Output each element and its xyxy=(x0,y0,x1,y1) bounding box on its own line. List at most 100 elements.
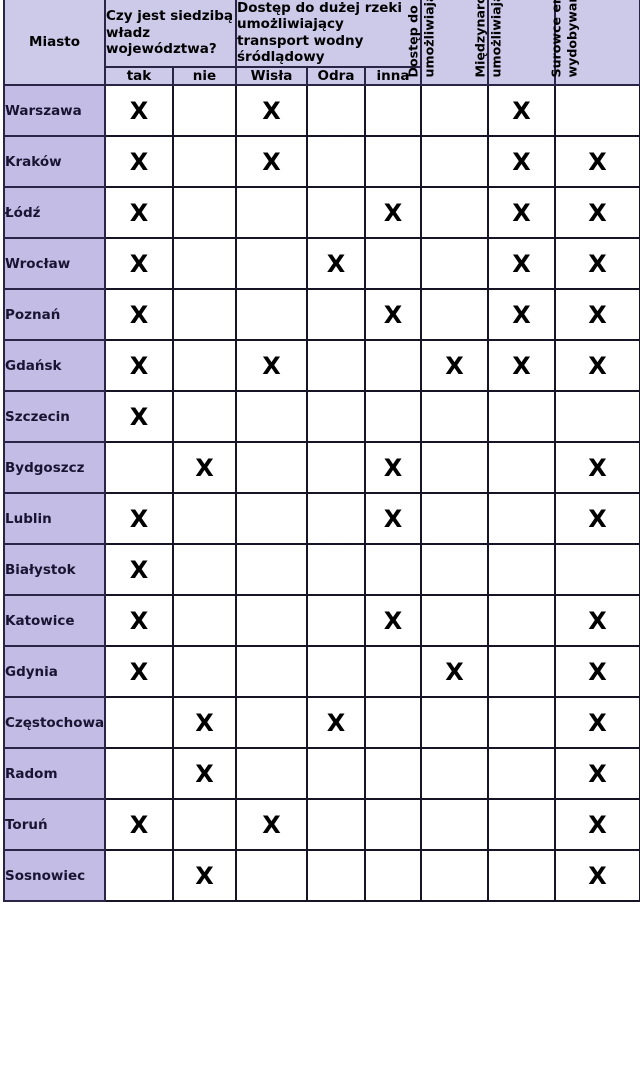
cell-inna: X xyxy=(363,492,423,546)
check-mark-x: X xyxy=(129,300,149,329)
check-mark-x: X xyxy=(195,861,214,890)
check-mark-x: X xyxy=(129,402,149,431)
check-mark-x: X xyxy=(383,606,403,635)
cell-inna xyxy=(363,237,423,291)
cell-nie xyxy=(172,492,237,546)
cell-inna xyxy=(363,849,423,903)
cell-morze xyxy=(420,288,490,342)
check-mark-x: X xyxy=(129,96,149,125)
cell-nie xyxy=(172,798,237,852)
cell-Odra xyxy=(306,84,366,138)
check-mark-x: X xyxy=(129,351,149,380)
cell-lotnisko: X xyxy=(487,237,557,291)
cell-tak xyxy=(104,849,174,903)
cell-tak: X xyxy=(104,390,174,444)
cell-morze xyxy=(420,492,490,546)
table-row: Gdańsk X X X X X xyxy=(3,339,640,393)
check-mark-x: X xyxy=(262,351,281,380)
cell-inna xyxy=(363,135,423,189)
cell-morze xyxy=(420,798,490,852)
cell-lotnisko xyxy=(487,849,557,903)
cell-Odra xyxy=(306,849,366,903)
cell-surowce: X xyxy=(554,339,640,393)
cell-Odra: X xyxy=(306,696,366,750)
cell-Odra xyxy=(306,390,366,444)
check-mark-x: X xyxy=(588,708,607,737)
cell-lotnisko: X xyxy=(487,135,557,189)
column-header-surowce: Surowce energetyczne lub rudy metali wyd… xyxy=(548,0,640,87)
check-mark-x: X xyxy=(262,96,281,125)
table-row: Gdynia X X X xyxy=(3,645,640,699)
table-row: Radom X X xyxy=(3,747,640,801)
column-header-wisla: Wisła xyxy=(235,65,308,87)
cell-surowce: X xyxy=(554,135,640,189)
row-label-city: Gdynia xyxy=(3,645,106,699)
row-label-city: Szczecin xyxy=(3,390,106,444)
cell-nie xyxy=(172,645,237,699)
city-features-table: Miasto Czy jest siedzibą władz województ… xyxy=(3,0,640,903)
check-mark-x: X xyxy=(588,810,607,839)
table-row: Szczecin X xyxy=(3,390,640,444)
check-mark-x: X xyxy=(512,198,531,227)
column-header-port-lotniczy: Międzynarodowy port lotniczy umożliwiają… xyxy=(472,0,557,87)
row-label-city: Wrocław xyxy=(3,237,106,291)
cell-surowce: X xyxy=(554,492,640,546)
cell-morze xyxy=(420,747,490,801)
check-mark-x: X xyxy=(512,300,531,329)
cell-surowce: X xyxy=(554,849,640,903)
cell-lotnisko xyxy=(487,696,557,750)
column-header-morze-baltyckie: Dostęp do Morza Bałtyckiego umożliwiając… xyxy=(405,0,490,87)
table-row: Katowice X X X xyxy=(3,594,640,648)
check-mark-x: X xyxy=(129,147,149,176)
cell-surowce xyxy=(554,84,640,138)
row-label-city: Białystok xyxy=(3,543,106,597)
table-row: Bydgoszcz X X X xyxy=(3,441,640,495)
cell-surowce xyxy=(554,543,640,597)
check-mark-x: X xyxy=(588,759,607,788)
check-mark-x: X xyxy=(445,657,464,686)
row-label-city: Lublin xyxy=(3,492,106,546)
check-mark-x: X xyxy=(195,453,214,482)
row-label-city: Radom xyxy=(3,747,106,801)
cell-inna xyxy=(363,747,423,801)
cell-surowce: X xyxy=(554,237,640,291)
cell-nie xyxy=(172,390,237,444)
cell-tak: X xyxy=(104,288,174,342)
check-mark-x: X xyxy=(195,708,214,737)
cell-tak: X xyxy=(104,186,174,240)
cell-nie xyxy=(172,237,237,291)
cell-surowce: X xyxy=(554,441,640,495)
cell-Odra xyxy=(306,645,366,699)
cell-nie xyxy=(172,543,237,597)
cell-tak: X xyxy=(104,84,174,138)
check-mark-x: X xyxy=(588,249,607,278)
cell-inna xyxy=(363,543,423,597)
cell-lotnisko xyxy=(487,441,557,495)
cell-morze xyxy=(420,441,490,495)
check-mark-x: X xyxy=(512,96,531,125)
cell-surowce: X xyxy=(554,288,640,342)
cell-Wisła xyxy=(235,186,308,240)
cell-Wisła xyxy=(235,288,308,342)
table-row: Częstochowa X X X xyxy=(3,696,640,750)
cell-inna xyxy=(363,645,423,699)
cell-inna xyxy=(363,798,423,852)
cell-Wisła: X xyxy=(235,339,308,393)
header-row-sub: tak nie Wisła Odra inna xyxy=(4,65,640,87)
cell-nie: X xyxy=(172,696,237,750)
cell-nie xyxy=(172,288,237,342)
table-row: Białystok X xyxy=(3,543,640,597)
morze-line-1: Dostęp do Morza Bałtyckiego xyxy=(405,0,421,77)
cell-tak: X xyxy=(104,237,174,291)
cell-surowce: X xyxy=(554,645,640,699)
cell-lotnisko xyxy=(487,543,557,597)
cell-morze xyxy=(420,594,490,648)
check-mark-x: X xyxy=(129,606,149,635)
cell-morze xyxy=(420,849,490,903)
cell-Odra xyxy=(306,492,366,546)
cell-lotnisko xyxy=(487,594,557,648)
check-mark-x: X xyxy=(588,606,607,635)
row-label-city: Bydgoszcz xyxy=(3,441,106,495)
row-label-city: Częstochowa xyxy=(3,696,106,750)
cell-lotnisko xyxy=(487,390,557,444)
